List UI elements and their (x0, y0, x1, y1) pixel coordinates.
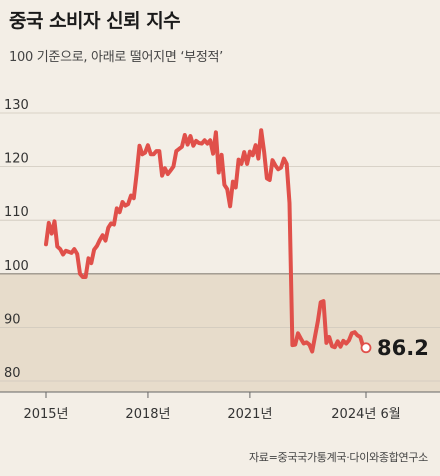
y-tick-label: 80 (4, 366, 21, 381)
y-tick-label: 100 (4, 259, 29, 274)
consumer-confidence-line (44, 128, 368, 354)
y-tick-label: 110 (4, 205, 29, 220)
x-tick-label: 2015년 (23, 407, 68, 422)
chart-title: 중국 소비자 신뢰 지수 (9, 10, 181, 32)
y-tick-label: 130 (4, 98, 29, 113)
chart-subtitle: 100 기준으로, 아래로 떨어지면 ‘부정적’ (9, 50, 223, 65)
source-note: 자료=중국국가통계국·다이와종합연구소 (248, 451, 428, 464)
last-point-marker (360, 342, 372, 354)
below-baseline-band (0, 273, 440, 392)
x-tick-label: 2024년 6월 (331, 407, 400, 422)
x-tick-label: 2021년 (227, 407, 272, 422)
y-tick-label: 90 (4, 312, 21, 327)
last-value-label: 86.2 (377, 336, 429, 360)
y-tick-label: 120 (4, 152, 29, 167)
x-tick-label: 2018년 (125, 407, 170, 422)
